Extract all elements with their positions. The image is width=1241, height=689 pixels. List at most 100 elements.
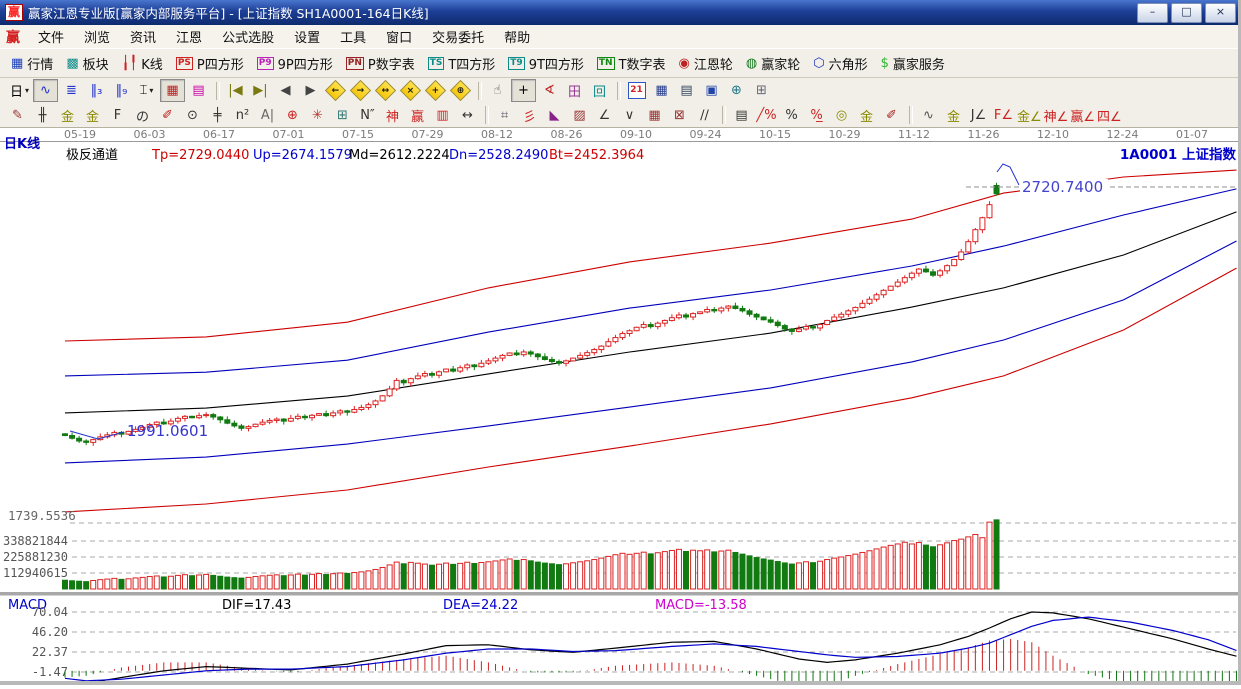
profile-histogram-button[interactable]: ▤ <box>187 80 210 101</box>
wave-box-tool[interactable]: ∿ <box>917 105 940 126</box>
bars-9-button[interactable]: ‖₉ <box>110 80 133 101</box>
t-square-button[interactable]: TS T四方形 <box>423 52 501 75</box>
zoom-all-button[interactable]: ⊕ <box>449 79 472 102</box>
gann-wheel-button[interactable]: ◉ 江恩轮 <box>674 52 738 75</box>
hand-tool-button[interactable]: ☝ <box>486 80 509 101</box>
seven-pct-tool[interactable]: ╱% <box>755 105 778 126</box>
h-span-tool[interactable]: ↔ <box>456 105 479 126</box>
period-day-dropdown[interactable]: 日 ▾ <box>8 80 31 101</box>
gold-angle-tool[interactable]: 金∠ <box>1017 105 1042 126</box>
gold-ring-tool[interactable]: ◎ <box>830 105 853 126</box>
web-grid-tool[interactable]: ⊞ <box>331 105 354 126</box>
red-pen-tool[interactable]: ✐ <box>156 105 179 126</box>
maximize-button[interactable]: □ <box>1171 3 1202 23</box>
pattern-grid-button[interactable]: ▦ <box>160 79 185 102</box>
brush-tool[interactable]: ✐ <box>880 105 903 126</box>
page-prev-button[interactable]: ◀ <box>274 80 297 101</box>
angle-line-tool[interactable]: ∠ <box>593 105 616 126</box>
quotes-button[interactable]: ▦ 行情 <box>6 52 58 75</box>
menu-item-4[interactable]: 公式选股 <box>222 31 275 46</box>
gold-line-tool[interactable]: 金 <box>855 105 878 126</box>
candle-style-dropdown[interactable]: ⌶ ▾ <box>135 80 158 101</box>
kn-tool[interactable]: Ν″ <box>356 105 379 126</box>
sectors-button[interactable]: ▩ 板块 <box>61 52 113 75</box>
j-angle-tool[interactable]: J∠ <box>967 105 990 126</box>
starburst-tool[interactable]: ✳ <box>306 105 329 126</box>
menu-item-9[interactable]: 帮助 <box>504 31 531 46</box>
small-grid-tool[interactable]: ╪ <box>206 105 229 126</box>
zoom-plus-button[interactable]: + <box>424 79 447 102</box>
f-angle-tool[interactable]: F∠ <box>992 105 1015 126</box>
gold-grid-tool[interactable]: 金 <box>56 105 79 126</box>
percent-tool[interactable]: % <box>780 105 803 126</box>
fan-lines-tool[interactable]: 彡 <box>518 105 541 126</box>
svg-text:11-26: 11-26 <box>968 128 1000 141</box>
menu-item-6[interactable]: 工具 <box>340 31 367 46</box>
t9-square-button[interactable]: T9 9T四方形 <box>503 52 589 75</box>
f-grid-tool[interactable]: F <box>106 105 129 126</box>
box-fan-tool[interactable]: ◣ <box>543 105 566 126</box>
close-button[interactable]: × <box>1205 3 1236 23</box>
wave-check-tool[interactable]: ∨ <box>618 105 641 126</box>
calendar-button[interactable]: 21 <box>625 80 648 101</box>
measure-grid-tool[interactable]: ▥ <box>431 105 454 126</box>
grid-target-tool[interactable]: ⊠ <box>668 105 691 126</box>
hexagon-button[interactable]: ⬡ 六角形 <box>808 52 872 75</box>
pct-line-tool[interactable]: %̲ <box>805 105 828 126</box>
p-square-button[interactable]: PS P四方形 <box>171 52 249 75</box>
winner-wheel-button[interactable]: ◍ 赢家轮 <box>741 52 805 75</box>
menu-item-1[interactable]: 浏览 <box>84 31 111 46</box>
save-button[interactable]: ▣ <box>700 80 723 101</box>
shen-tool[interactable]: 神 <box>381 105 404 126</box>
angle-measure-button[interactable]: ∢ <box>538 80 561 101</box>
menu-item-8[interactable]: 交易委托 <box>432 31 485 46</box>
menu-item-3[interactable]: 江恩 <box>176 31 203 46</box>
winner-service-button[interactable]: $ 赢家服务 <box>876 52 950 75</box>
menu-item-0[interactable]: 文件 <box>38 31 65 46</box>
spiral-tool[interactable]: の <box>131 105 154 126</box>
menu-item-2[interactable]: 资讯 <box>130 31 157 46</box>
shen-angle-tool[interactable]: 神∠ <box>1044 105 1069 126</box>
si-angle-tool[interactable]: 四∠ <box>1097 105 1122 126</box>
pen-tool[interactable]: ✎ <box>6 105 29 126</box>
print-button[interactable]: ⊞ <box>750 80 773 101</box>
calculator-button[interactable]: ▦ <box>650 80 673 101</box>
price-table-tool[interactable]: ▤ <box>730 105 753 126</box>
zoom-right-button[interactable]: → <box>349 79 372 102</box>
slant-lines-tool[interactable]: ∕∕ <box>693 105 716 126</box>
zoom-x-button[interactable]: × <box>399 79 422 102</box>
network-button[interactable]: ⊕ <box>725 80 748 101</box>
ying-angle-tool[interactable]: 赢∠ <box>1070 105 1095 126</box>
minimize-button[interactable]: – <box>1137 3 1168 23</box>
gann-wheel-tool-button[interactable]: 回 <box>588 80 611 101</box>
grid-tool[interactable]: ╫ <box>31 105 54 126</box>
red-grid-tool[interactable]: ▦ <box>643 105 666 126</box>
crosshair-tool-button[interactable]: + <box>511 79 536 102</box>
mirror-tool[interactable]: A| <box>256 105 279 126</box>
chart-area[interactable]: 05-19 06-03 06-17 07-01 07-15 07-29 08-12 08-26… <box>0 128 1241 689</box>
ying-tool[interactable]: 赢 <box>406 105 429 126</box>
info-note-button[interactable]: ≣ <box>60 80 83 101</box>
box-corner-tool[interactable]: ⌗ <box>493 105 516 126</box>
p9-square-button[interactable]: P9 9P四方形 <box>252 52 338 75</box>
menu-item-5[interactable]: 设置 <box>294 31 321 46</box>
kline-button[interactable]: ╽╿ K线 <box>117 52 168 75</box>
skip-last-button[interactable]: ▶| <box>249 80 272 101</box>
bars-3-button[interactable]: ‖₃ <box>85 80 108 101</box>
t-number-table-button[interactable]: TN T数字表 <box>592 52 671 75</box>
zoom-left-button[interactable]: ← <box>324 79 347 102</box>
menu-item-7[interactable]: 窗口 <box>386 31 413 46</box>
gold-grid2-tool[interactable]: 金 <box>81 105 104 126</box>
gold-strike-tool[interactable]: 金 <box>942 105 965 126</box>
notepad-button[interactable]: ▤ <box>675 80 698 101</box>
n-square-tool[interactable]: n² <box>231 105 254 126</box>
time-cycle-tool[interactable]: ⊙ <box>181 105 204 126</box>
target-tool[interactable]: ⊕ <box>281 105 304 126</box>
zoom-h-button[interactable]: ↔ <box>374 79 397 102</box>
skip-first-button[interactable]: |◀ <box>224 80 247 101</box>
gann-box-tool-button[interactable]: 田 <box>563 80 586 101</box>
page-next-button[interactable]: ▶ <box>299 80 322 101</box>
box-shade-tool[interactable]: ▨ <box>568 105 591 126</box>
p-number-table-button[interactable]: PN P数字表 <box>341 52 420 75</box>
overview-chart-button[interactable]: ∿ <box>33 79 58 102</box>
